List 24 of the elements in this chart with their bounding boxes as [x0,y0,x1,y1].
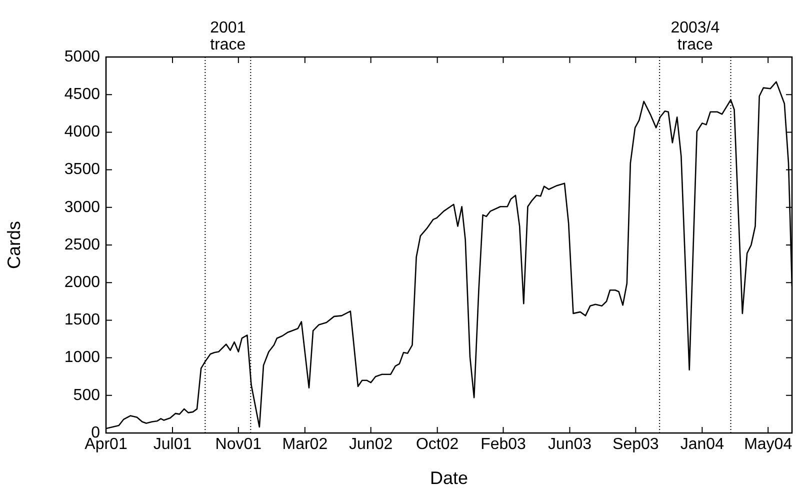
x-tick-label: Nov01 [215,436,262,454]
y-tick-label: 4000 [64,124,100,141]
y-tick-label: 2500 [64,236,100,254]
x-axis-title: Date [430,468,468,488]
y-tick-label: 3500 [64,161,100,178]
x-tick-label: Sep03 [612,436,659,454]
x-tick-label: Jun02 [349,436,393,454]
y-tick-label: 3000 [64,198,100,216]
y-tick-label: 500 [73,386,100,404]
y-tick-label: 1500 [64,312,100,329]
x-tick-label: Oct02 [416,436,459,454]
x-tick-label: Jan04 [680,436,724,454]
ref-line-label: 2003/4 trace [670,19,720,54]
y-tick-label: 1000 [64,349,100,366]
x-tick-label: Feb03 [480,436,526,454]
x-tick-label: Jun03 [548,436,592,454]
y-axis-title: Cards [4,220,24,270]
y-tick-label: 2000 [64,274,100,292]
x-tick-label: Jul01 [153,436,192,454]
y-tick-label: 5000 [64,48,100,66]
y-tick-label: 4500 [64,86,100,104]
ref-line-label: 2001 trace [210,19,246,54]
x-tick-label: Mar02 [282,436,328,454]
x-tick-label: May04 [744,436,792,454]
